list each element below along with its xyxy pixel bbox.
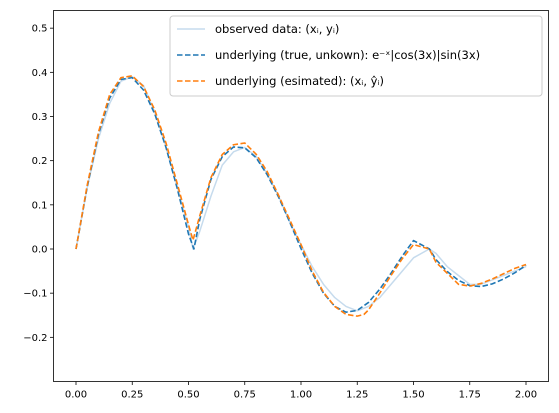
series-line-true <box>75 76 527 313</box>
x-tick-label: 1.25 <box>346 390 368 401</box>
x-axis: 0.00 0.25 0.50 0.75 1.00 1.25 1.50 1.75 2.00 <box>65 381 537 401</box>
x-tick-label: 0.50 <box>177 390 199 401</box>
x-tick-label: 0.00 <box>65 390 87 401</box>
y-tick-label: 0.0 <box>32 245 48 256</box>
legend-label-true: underlying (true, unkown): e⁻ˣ|cos(3x)|s… <box>215 48 480 62</box>
y-tick-label: 0.2 <box>32 156 48 167</box>
x-tick-label: 0.25 <box>121 390 143 401</box>
x-tick-label: 0.75 <box>234 390 256 401</box>
y-tick-label: 0.3 <box>32 112 48 123</box>
series-line-estimated <box>75 75 527 317</box>
y-tick-label: 0.4 <box>32 68 48 79</box>
legend: observed data: (xᵢ, yᵢ) underlying (true… <box>169 15 543 97</box>
x-tick-label: 1.00 <box>290 390 312 401</box>
y-axis: −0.2 −0.1 0.0 0.1 0.2 0.3 0.4 0.5 <box>23 24 54 344</box>
legend-box <box>169 15 543 97</box>
series-layer <box>75 75 527 317</box>
y-tick-label: −0.2 <box>23 333 47 344</box>
x-tick-label: 1.50 <box>402 390 424 401</box>
legend-label-estimated: underlying (esimated): (xᵢ, ŷᵢ) <box>215 74 384 88</box>
y-tick-label: −0.1 <box>23 289 47 300</box>
y-tick-label: 0.1 <box>32 200 48 211</box>
legend-label-observed: observed data: (xᵢ, yᵢ) <box>215 22 339 36</box>
y-tick-label: 0.5 <box>32 24 48 35</box>
x-tick-label: 1.75 <box>459 390 481 401</box>
x-tick-label: 2.00 <box>515 390 537 401</box>
